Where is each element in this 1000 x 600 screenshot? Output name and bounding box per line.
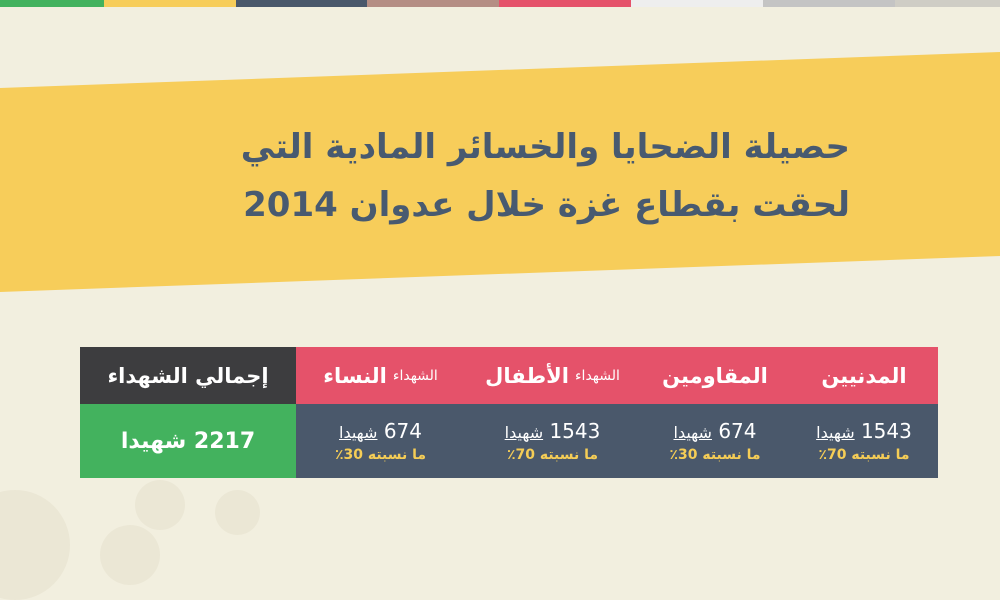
title-line-2: لحقت بقطاع غزة خلال عدوان 2014 bbox=[243, 185, 850, 225]
header-prefix: الشهداء bbox=[392, 367, 438, 384]
column-women: الشهداء النساء 674 شهيدا ما نسبته 30٪ bbox=[296, 347, 465, 478]
column-total: إجمالي الشهداء 2217 شهيدا bbox=[80, 347, 296, 478]
count: 674 شهيدا bbox=[673, 419, 757, 443]
decor-bubble bbox=[100, 525, 160, 585]
column-children: الشهداء الأطفال 1543 شهيدا ما نسبته 70٪ bbox=[465, 347, 640, 478]
strip-yellow bbox=[104, 0, 236, 7]
strip-red bbox=[499, 0, 631, 7]
header-prefix: الشهداء bbox=[574, 367, 620, 384]
strip-slate bbox=[236, 0, 367, 7]
strip-light bbox=[631, 0, 763, 7]
header-label: الأطفال bbox=[485, 363, 569, 388]
total-value: 2217 شهيدا bbox=[120, 428, 256, 454]
page-title: حصيلة الضحايا والخسائر المادية التي لحقت… bbox=[150, 118, 850, 234]
total-label: إجمالي الشهداء bbox=[107, 363, 269, 388]
decor-bubble bbox=[215, 490, 260, 535]
percent: ما نسبته 30٪ bbox=[669, 447, 761, 463]
strip-gray bbox=[763, 0, 895, 7]
count: 674 شهيدا bbox=[339, 419, 422, 443]
yellow-banner bbox=[0, 52, 1000, 292]
count: 1543 شهيدا bbox=[816, 419, 912, 443]
title-line-1: حصيلة الضحايا والخسائر المادية التي bbox=[240, 127, 850, 167]
percent: ما نسبته 70٪ bbox=[506, 447, 599, 463]
percent: ما نسبته 30٪ bbox=[334, 447, 427, 463]
header-label: المدنيين bbox=[821, 363, 907, 388]
column-civilians: المدنيين 1543 شهيدا ما نسبته 70٪ bbox=[790, 347, 938, 478]
color-strip bbox=[0, 0, 1000, 7]
casualties-table: المدنيين 1543 شهيدا ما نسبته 70٪ المقاوم… bbox=[80, 347, 938, 478]
header-label: المقاومين bbox=[662, 363, 768, 388]
decor-bubble bbox=[135, 480, 185, 530]
header-label: النساء bbox=[323, 363, 387, 388]
strip-taupe bbox=[367, 0, 499, 7]
column-resistance: المقاومين 674 شهيدا ما نسبته 30٪ bbox=[640, 347, 790, 478]
strip-green bbox=[0, 0, 104, 7]
percent: ما نسبته 70٪ bbox=[818, 447, 910, 463]
strip-gray2 bbox=[895, 0, 1000, 7]
count: 1543 شهيدا bbox=[504, 419, 601, 443]
